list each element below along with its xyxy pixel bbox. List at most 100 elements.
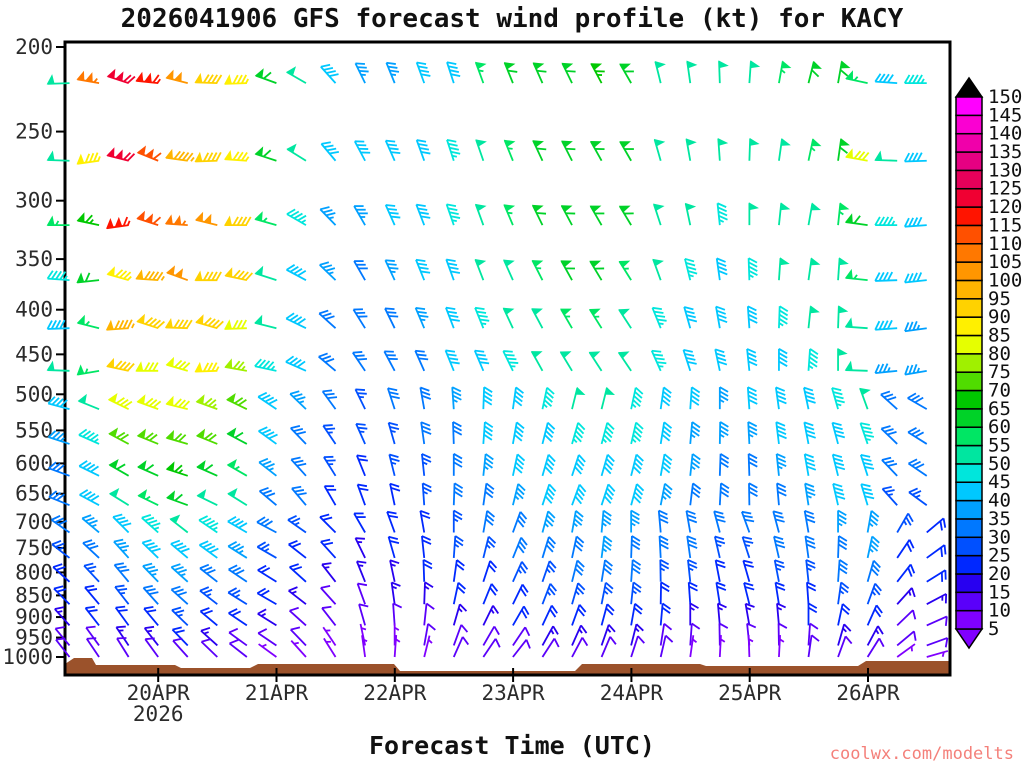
barb-full	[390, 486, 401, 492]
barb-full	[356, 422, 366, 426]
barb-full	[777, 486, 787, 493]
wind-barb	[845, 70, 868, 85]
wind-barb	[76, 272, 100, 284]
wind-barb	[874, 150, 898, 162]
barb-staff	[79, 494, 100, 507]
wind-barb	[866, 535, 880, 559]
barb-full	[150, 522, 161, 528]
y-tick-label: 600	[15, 451, 53, 475]
barb-full	[204, 432, 213, 440]
barb-full	[662, 602, 671, 610]
wind-barb	[541, 510, 556, 533]
barb-half	[270, 365, 276, 371]
barb-full	[118, 519, 129, 524]
barb-pennant	[749, 60, 761, 69]
barb-full	[476, 353, 486, 357]
wind-barb	[541, 454, 556, 477]
barb-full	[863, 462, 873, 466]
barb-full	[147, 519, 158, 525]
barb-staff	[199, 610, 218, 627]
barb-full	[492, 605, 500, 615]
wind-barb	[874, 271, 898, 282]
barb-full	[748, 261, 758, 268]
barb-full	[141, 513, 152, 519]
barb-staff	[321, 607, 337, 626]
barb-full	[486, 510, 496, 518]
y-tick-label: 1000	[2, 645, 53, 669]
barb-full	[545, 544, 554, 553]
wind-barb	[194, 211, 218, 227]
barb-staff	[170, 566, 189, 583]
barb-staff	[571, 582, 579, 605]
wind-barb	[618, 260, 632, 281]
barb-staff	[482, 583, 493, 605]
barb-pennant	[84, 72, 93, 83]
wind-barb	[837, 60, 851, 84]
barb-full	[207, 318, 216, 327]
barb-full	[513, 434, 523, 442]
barb-full	[660, 581, 670, 588]
barb-full	[483, 386, 493, 393]
wind-barb	[859, 454, 875, 477]
barb-full	[318, 309, 329, 315]
barb-full	[291, 485, 302, 490]
wind-barb	[415, 258, 431, 281]
barb-full	[83, 562, 94, 567]
barb-full	[805, 457, 815, 463]
barb-full	[487, 540, 496, 548]
barb-half	[601, 522, 607, 527]
wind-barb	[256, 541, 277, 559]
barb-staff	[715, 306, 721, 329]
barb-full	[227, 587, 238, 594]
barb-full	[776, 429, 787, 435]
barb-pennant	[196, 460, 206, 471]
barb-full	[258, 359, 267, 368]
barb-pennant	[844, 360, 853, 371]
barb-full	[574, 466, 582, 475]
wind-barb	[198, 540, 219, 559]
barb-staff	[774, 387, 780, 410]
barb-staff	[319, 208, 337, 226]
barb-full	[575, 563, 584, 572]
wind-barb	[356, 560, 367, 583]
barb-full	[388, 535, 399, 540]
wind-barb	[659, 634, 674, 658]
barb-staff	[473, 350, 485, 372]
barb-pennant	[254, 314, 263, 326]
barb-staff	[359, 623, 366, 646]
barb-full	[171, 585, 181, 591]
barb-full	[505, 353, 515, 357]
barb-pennant	[195, 428, 206, 439]
y-axis-ticks: 2002503003504004505005506006507007508008…	[2, 35, 65, 669]
barb-full	[421, 457, 432, 463]
wind-barb	[747, 257, 758, 281]
barb-full	[145, 637, 155, 641]
barb-staff	[258, 461, 277, 477]
barb-staff	[832, 483, 839, 506]
wind-barb	[358, 603, 369, 626]
barb-full	[324, 392, 335, 396]
barb-pennant	[173, 214, 182, 226]
barb-half	[507, 211, 513, 215]
barb-full	[211, 271, 218, 281]
barb-staff	[926, 593, 947, 606]
barb-full	[156, 320, 165, 329]
barb-pennant	[874, 150, 883, 161]
barb-full	[55, 432, 65, 441]
barb-full	[234, 545, 245, 552]
wind-barb	[530, 351, 544, 372]
wind-barb	[560, 205, 576, 226]
barb-staff	[512, 422, 518, 445]
barb-full	[117, 587, 128, 592]
barb-pennant	[106, 68, 116, 80]
colorbar-tick-label: 90	[988, 306, 1011, 328]
wind-barb	[473, 349, 490, 372]
barb-full	[835, 495, 846, 500]
barb-full	[655, 357, 665, 361]
barb-half	[865, 438, 871, 441]
y-tick-label: 800	[15, 560, 53, 584]
barb-staff	[904, 159, 927, 163]
barb-full	[421, 429, 432, 435]
barb-full	[720, 453, 730, 460]
barb-full	[874, 582, 882, 592]
